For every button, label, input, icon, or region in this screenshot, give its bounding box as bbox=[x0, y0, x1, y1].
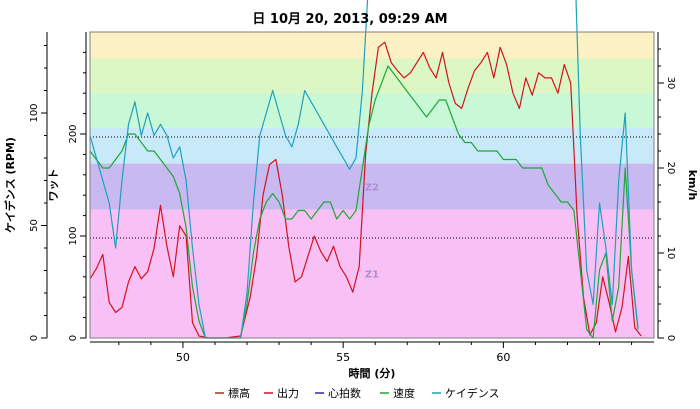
legend-label-2: 出力 bbox=[277, 386, 299, 400]
zone-band-6 bbox=[90, 32, 654, 59]
zone-band-3 bbox=[90, 127, 654, 164]
zone-band-1 bbox=[90, 209, 654, 338]
speed-axis: 0 10 20 30 bbox=[657, 32, 676, 341]
speed-tick-label: 30 bbox=[665, 77, 676, 90]
speed-axis-label: km/h bbox=[686, 170, 699, 201]
reference-lines bbox=[90, 136, 654, 239]
legend-label-3: 心拍数 bbox=[328, 386, 361, 400]
speed-tick-label: 20 bbox=[665, 162, 676, 175]
cadence-axis-label: ケイデンス (RPM) bbox=[3, 137, 17, 233]
cadence-axis: 0 50 100 bbox=[29, 32, 48, 341]
power-tick-label: 0 bbox=[68, 335, 79, 341]
chart-title: 日 10月 20, 2013, 09:29 AM bbox=[252, 12, 447, 27]
legend-label-5: ケイデンス bbox=[445, 386, 500, 400]
power-tick-label: 200 bbox=[68, 124, 79, 143]
zone-labels: Z1 Z2 bbox=[365, 183, 379, 281]
speed-tick-label: 10 bbox=[665, 247, 676, 260]
x-axis: 50 55 60 bbox=[90, 341, 654, 364]
cadence-tick-label: 0 bbox=[29, 335, 40, 341]
zone-band-5 bbox=[90, 58, 654, 94]
speed-tick-label: 0 bbox=[665, 335, 676, 341]
series-line-4 bbox=[89, 65, 639, 339]
cadence-tick-label: 50 bbox=[29, 219, 40, 232]
series-line-2 bbox=[89, 41, 642, 339]
power-axis: 0 100 200 bbox=[68, 32, 87, 341]
cadence-tick-label: 100 bbox=[29, 103, 40, 122]
x-tick-label: 50 bbox=[176, 351, 190, 364]
x-axis-label: 時間 (分) bbox=[349, 366, 396, 380]
power-axis-label: ワット bbox=[47, 169, 60, 202]
series-lines bbox=[89, 0, 642, 339]
x-tick-label: 60 bbox=[496, 351, 510, 364]
legend: 標高 出力 心拍数 速度 ケイデンス bbox=[215, 386, 500, 400]
zone-label-2: Z2 bbox=[365, 183, 379, 194]
plot-frame bbox=[89, 31, 655, 339]
series-line-5 bbox=[89, 0, 639, 339]
power-tick-label: 100 bbox=[68, 226, 79, 245]
x-tick-label: 55 bbox=[336, 351, 350, 364]
legend-label-1: 標高 bbox=[228, 386, 250, 400]
legend-label-4: 速度 bbox=[393, 386, 415, 400]
zone-label-1: Z1 bbox=[365, 270, 379, 281]
